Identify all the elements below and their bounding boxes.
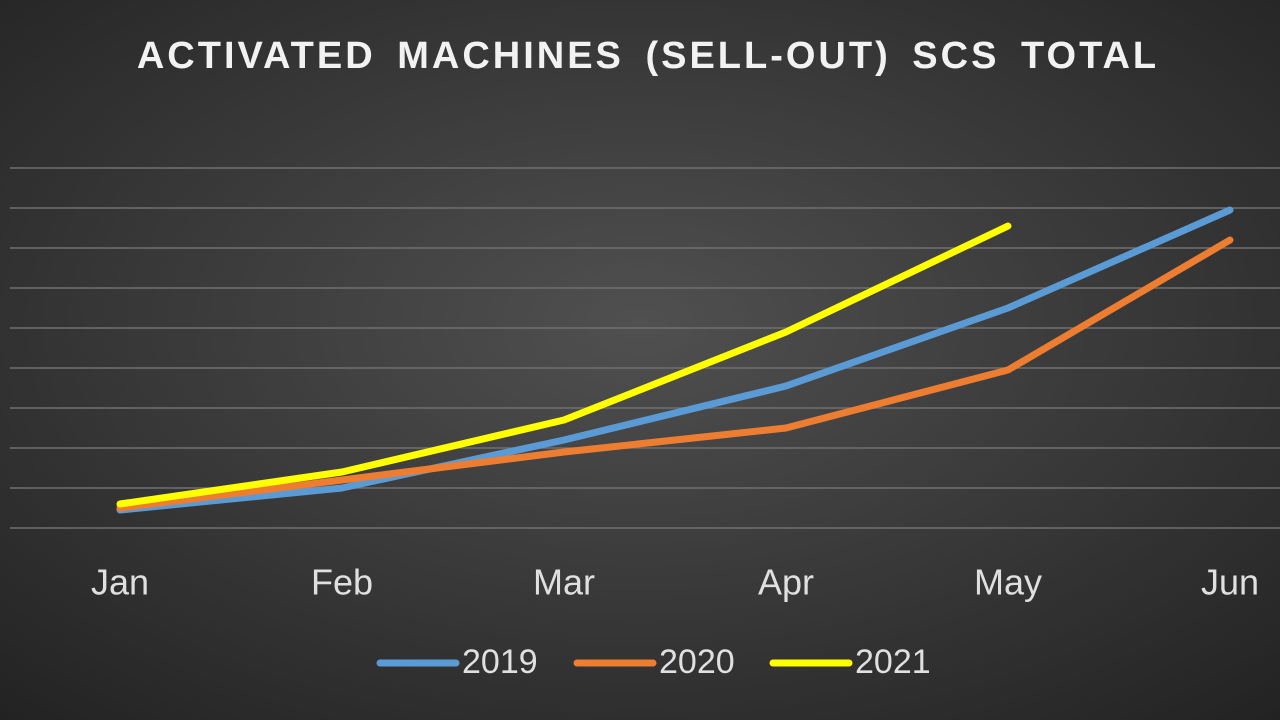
x-tick-label: Mar <box>533 562 595 603</box>
x-tick-label: May <box>974 562 1042 603</box>
x-tick-label: Jun <box>1201 562 1259 603</box>
chart-title: ACTIVATED MACHINES (SELL-OUT) SCS TOTAL <box>137 35 1159 77</box>
legend-label: 2021 <box>855 643 931 681</box>
legend-label: 2019 <box>462 643 538 681</box>
x-tick-label: Feb <box>311 562 373 603</box>
x-tick-label: Jan <box>91 562 149 603</box>
series-line <box>116 206 1234 514</box>
series-line <box>116 236 1234 512</box>
series-line <box>116 222 1012 508</box>
x-tick-label: Apr <box>758 562 814 603</box>
legend-label: 2020 <box>659 643 735 681</box>
